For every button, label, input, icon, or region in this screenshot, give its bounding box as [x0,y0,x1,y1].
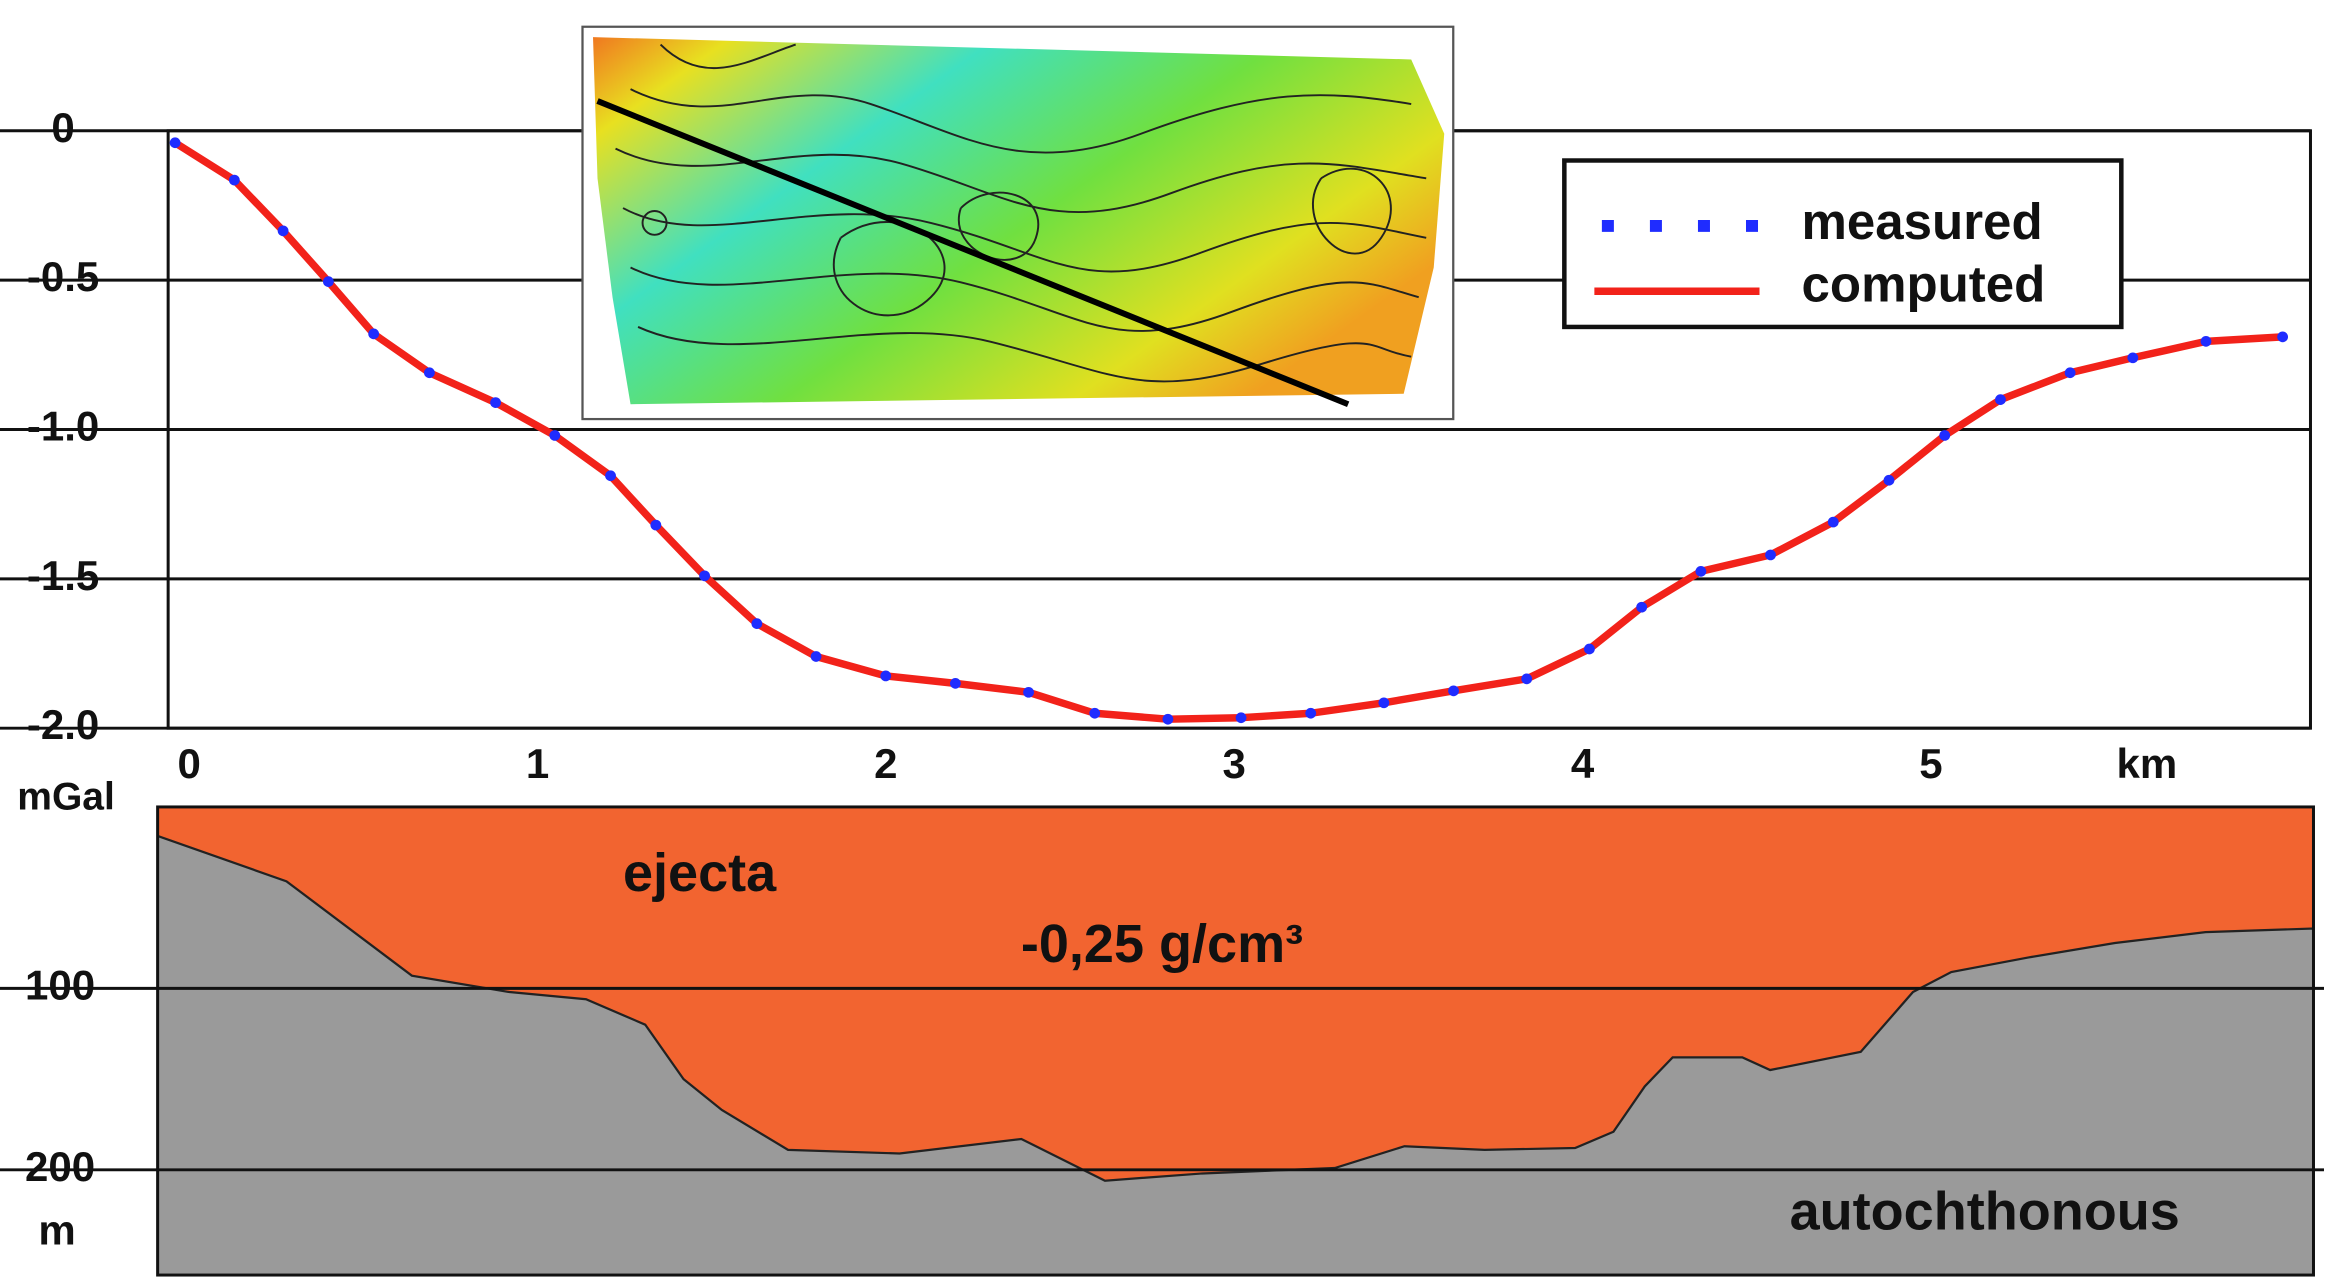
measured-point [2127,352,2139,364]
measured-point [490,397,501,408]
measured-point [1827,516,1839,528]
y-tick-label: -2.0 [27,701,99,748]
profile-line [596,98,1350,407]
legend-box [1562,158,2124,330]
measured-point [169,137,181,149]
measured-point [424,367,435,379]
measured-point [1883,474,1895,486]
y-tick-label: 200 [25,1143,95,1190]
measured-point [650,519,662,531]
annotation: autochthonous [1790,1182,2180,1242]
annotation: ejecta [623,843,777,903]
measured-point [1235,712,1247,724]
measured-point [2200,336,2212,347]
legend-label: measured [1802,193,2043,250]
measured-point [1305,707,1317,719]
measured-point [605,470,616,482]
measured-point [277,225,289,237]
measured-point [1378,697,1390,709]
x-tick-label: 0 [177,740,200,787]
measured-point [1583,643,1595,655]
x-tick-label: 5 [1919,740,1942,787]
measured-point [1695,566,1707,577]
measured-point [2277,331,2289,343]
x-tick-label: 4 [1571,740,1595,787]
measured-point [1765,549,1776,561]
measured-point [549,430,561,441]
x-tick-label: 1 [526,740,549,787]
measured-point [950,678,961,689]
x-axis-label: km [2116,740,2177,787]
plot-frame [156,805,2315,1277]
measured-point [1636,601,1648,613]
measured-point [1162,713,1174,725]
y-tick-label: -0.5 [27,253,99,300]
measured-point [751,618,763,629]
annotation: -0,25 g/cm³ [1021,914,1303,974]
inset-map [581,25,1455,421]
contours [615,43,1427,383]
measured-point [1089,707,1101,719]
bedrock-area [156,834,2315,1277]
measured-point [1448,685,1459,697]
y-tick-label: 0 [51,104,74,151]
measured-point [880,670,892,682]
measured-point [228,174,240,186]
y-tick-label: -1.5 [27,552,99,599]
measured-point [2064,367,2076,379]
x-tick-label: 3 [1223,740,1246,787]
ejecta-area [157,806,2314,1181]
measured-point [368,328,380,340]
y-axis-label: mGal [17,776,115,819]
measured-point [1023,686,1034,698]
measured-point [699,570,711,582]
measured-point [322,276,334,287]
y-tick-label: 100 [25,962,95,1009]
measured-point [1995,394,2006,405]
measured-point [1521,673,1533,685]
legend-label: computed [1802,256,2046,313]
measured-point [1939,430,1951,441]
y-axis-label: m [38,1207,75,1254]
measured-point [810,651,822,662]
y-tick-label: -1.0 [27,403,99,450]
x-tick-label: 2 [874,740,897,787]
